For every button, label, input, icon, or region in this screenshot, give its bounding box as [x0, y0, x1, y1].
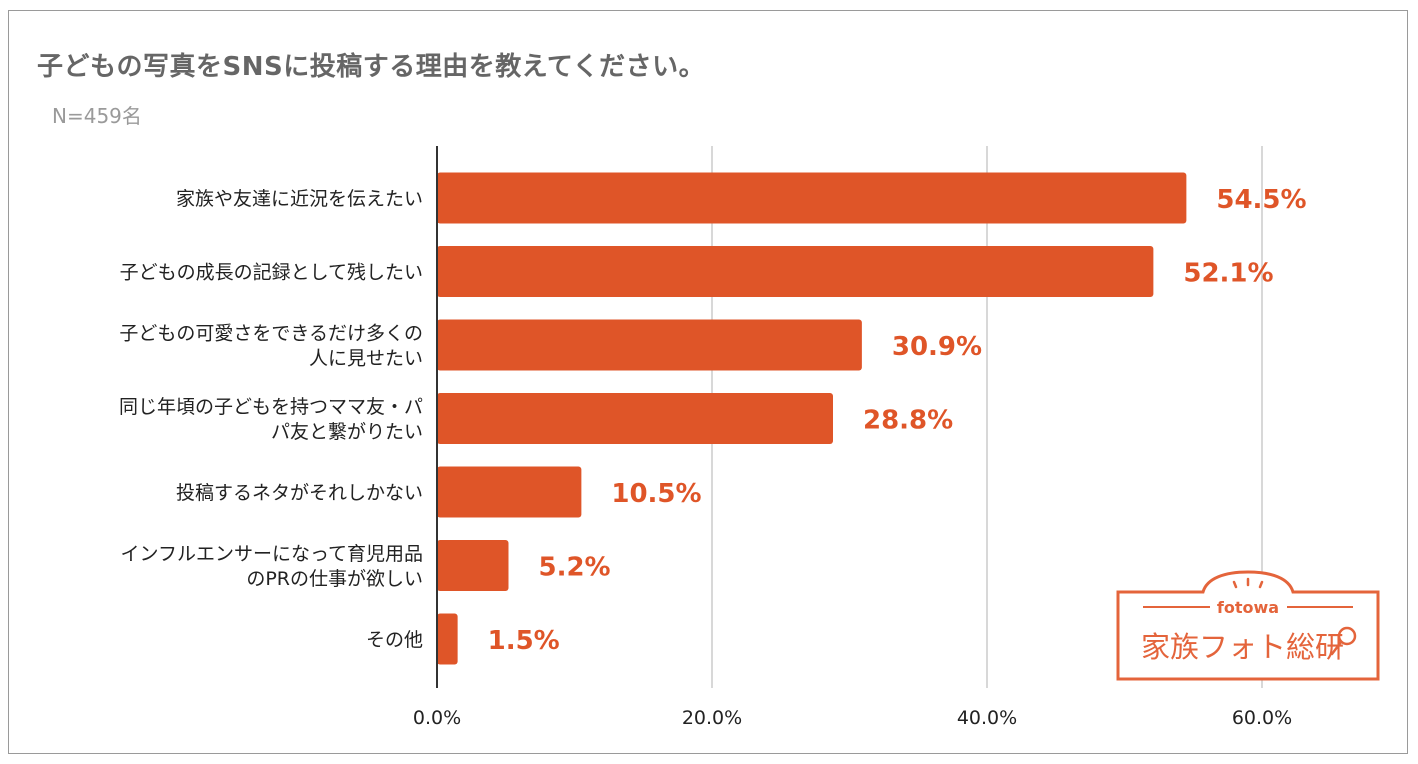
category-label-2-1: 人に見せたい — [309, 348, 423, 370]
value-label-3: 28.8% — [863, 406, 953, 436]
logo-sparkles — [1232, 577, 1264, 589]
category-label-0-0: 家族や友達に近況を伝えたい — [176, 188, 423, 210]
x-tick-label-0: 0.0% — [413, 707, 461, 729]
category-label-5-0: インフルエンサーになって育児用品 — [121, 543, 423, 565]
category-label-5-1: のPRの仕事が欲しい — [246, 568, 423, 590]
category-label-1-0: 子どもの成長の記録として残したい — [120, 262, 423, 284]
x-tick-label-3: 60.0% — [1232, 707, 1292, 729]
bar-4 — [437, 466, 582, 518]
category-label-2-0: 子どもの可愛さをできるだけ多くの — [119, 323, 423, 345]
bar-5 — [437, 540, 509, 591]
logo-brand-text: fotowa — [1217, 598, 1279, 617]
value-label-0: 54.5% — [1216, 185, 1306, 215]
chart-title: 子どもの写真をSNSに投稿する理由を教えてください。 — [37, 52, 706, 82]
category-label-4-0: 投稿するネタがそれしかない — [176, 482, 423, 504]
bar-2 — [437, 319, 862, 371]
x-tick-label-2: 40.0% — [957, 707, 1017, 729]
magnifier-icon — [1330, 626, 1357, 656]
category-label-3-0: 同じ年頃の子どもを持つママ友・パ — [119, 396, 423, 418]
value-label-6: 1.5% — [488, 626, 560, 656]
bar-6 — [437, 613, 458, 665]
chart-subtitle: N=459名 — [52, 104, 142, 128]
category-label-6-0: その他 — [366, 629, 423, 651]
value-label-5: 5.2% — [539, 553, 611, 583]
value-label-1: 52.1% — [1183, 259, 1273, 289]
value-label-2: 30.9% — [892, 332, 982, 362]
value-label-4: 10.5% — [611, 479, 701, 509]
bar-1 — [437, 246, 1154, 297]
bar-3 — [437, 393, 833, 444]
x-tick-label-1: 20.0% — [682, 707, 742, 729]
logo-main-text: 家族フォト総研 — [1141, 630, 1344, 664]
category-label-3-1: パ友と繋がりたい — [271, 421, 423, 443]
bar-0 — [437, 172, 1187, 224]
logo-outline — [1116, 570, 1380, 681]
fotowa-logo: fotowa 家族フォト総研 — [1116, 570, 1380, 681]
